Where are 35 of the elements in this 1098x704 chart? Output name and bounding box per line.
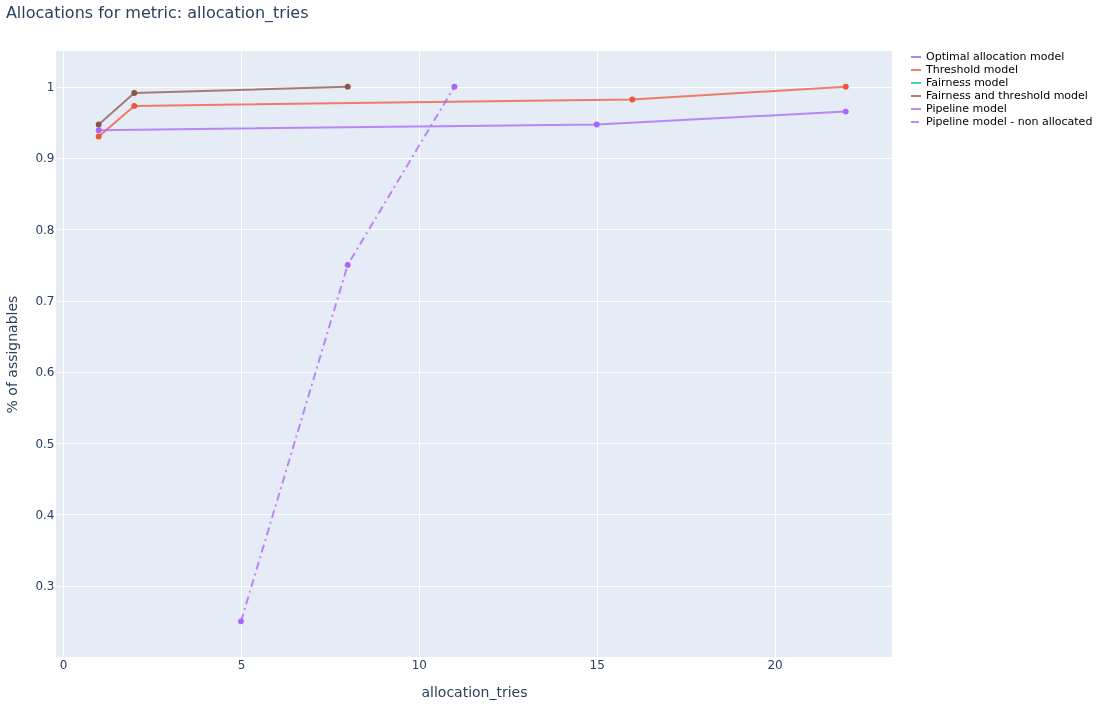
legend-label: Pipeline model - non allocated bbox=[926, 115, 1093, 128]
legend-label: Threshold model bbox=[925, 63, 1018, 76]
y-tick-label: 1 bbox=[46, 80, 55, 95]
point bbox=[131, 102, 138, 109]
y-tick-label: 0.8 bbox=[35, 222, 55, 237]
point bbox=[131, 90, 138, 97]
y-tick-label: 0.4 bbox=[35, 507, 55, 522]
point bbox=[451, 83, 458, 90]
legend-label: Pipeline model bbox=[926, 102, 1007, 115]
x-tick-label: 10 bbox=[411, 657, 427, 672]
legend-label: Fairness model bbox=[926, 76, 1009, 89]
x-tick-label: 20 bbox=[767, 657, 783, 672]
point bbox=[344, 261, 351, 268]
point bbox=[238, 618, 244, 625]
point bbox=[95, 127, 102, 134]
chart-title: Allocations for metric: allocation_tries bbox=[5, 3, 309, 23]
x-tick-label: 0 bbox=[59, 657, 68, 672]
legend-label: Fairness and threshold model bbox=[926, 89, 1088, 102]
y-tick-label: 0.3 bbox=[35, 579, 55, 594]
y-tick-label: 0.7 bbox=[35, 294, 55, 309]
point bbox=[95, 133, 102, 140]
x-tick-label: 15 bbox=[589, 657, 605, 672]
point bbox=[842, 108, 849, 115]
point bbox=[629, 96, 636, 103]
y-tick-label: 0.5 bbox=[35, 436, 55, 451]
point bbox=[842, 83, 849, 90]
y-tick-label: 0.6 bbox=[35, 365, 55, 380]
x-tick-label: 5 bbox=[237, 657, 246, 672]
legend-label: Optimal allocation model bbox=[926, 50, 1065, 63]
y-tick-label: 0.9 bbox=[35, 151, 55, 166]
point bbox=[344, 83, 351, 90]
point bbox=[95, 121, 102, 128]
x-axis-title: allocation_tries bbox=[421, 683, 528, 700]
y-axis-title: % of assignables bbox=[4, 295, 21, 414]
point bbox=[593, 121, 600, 128]
